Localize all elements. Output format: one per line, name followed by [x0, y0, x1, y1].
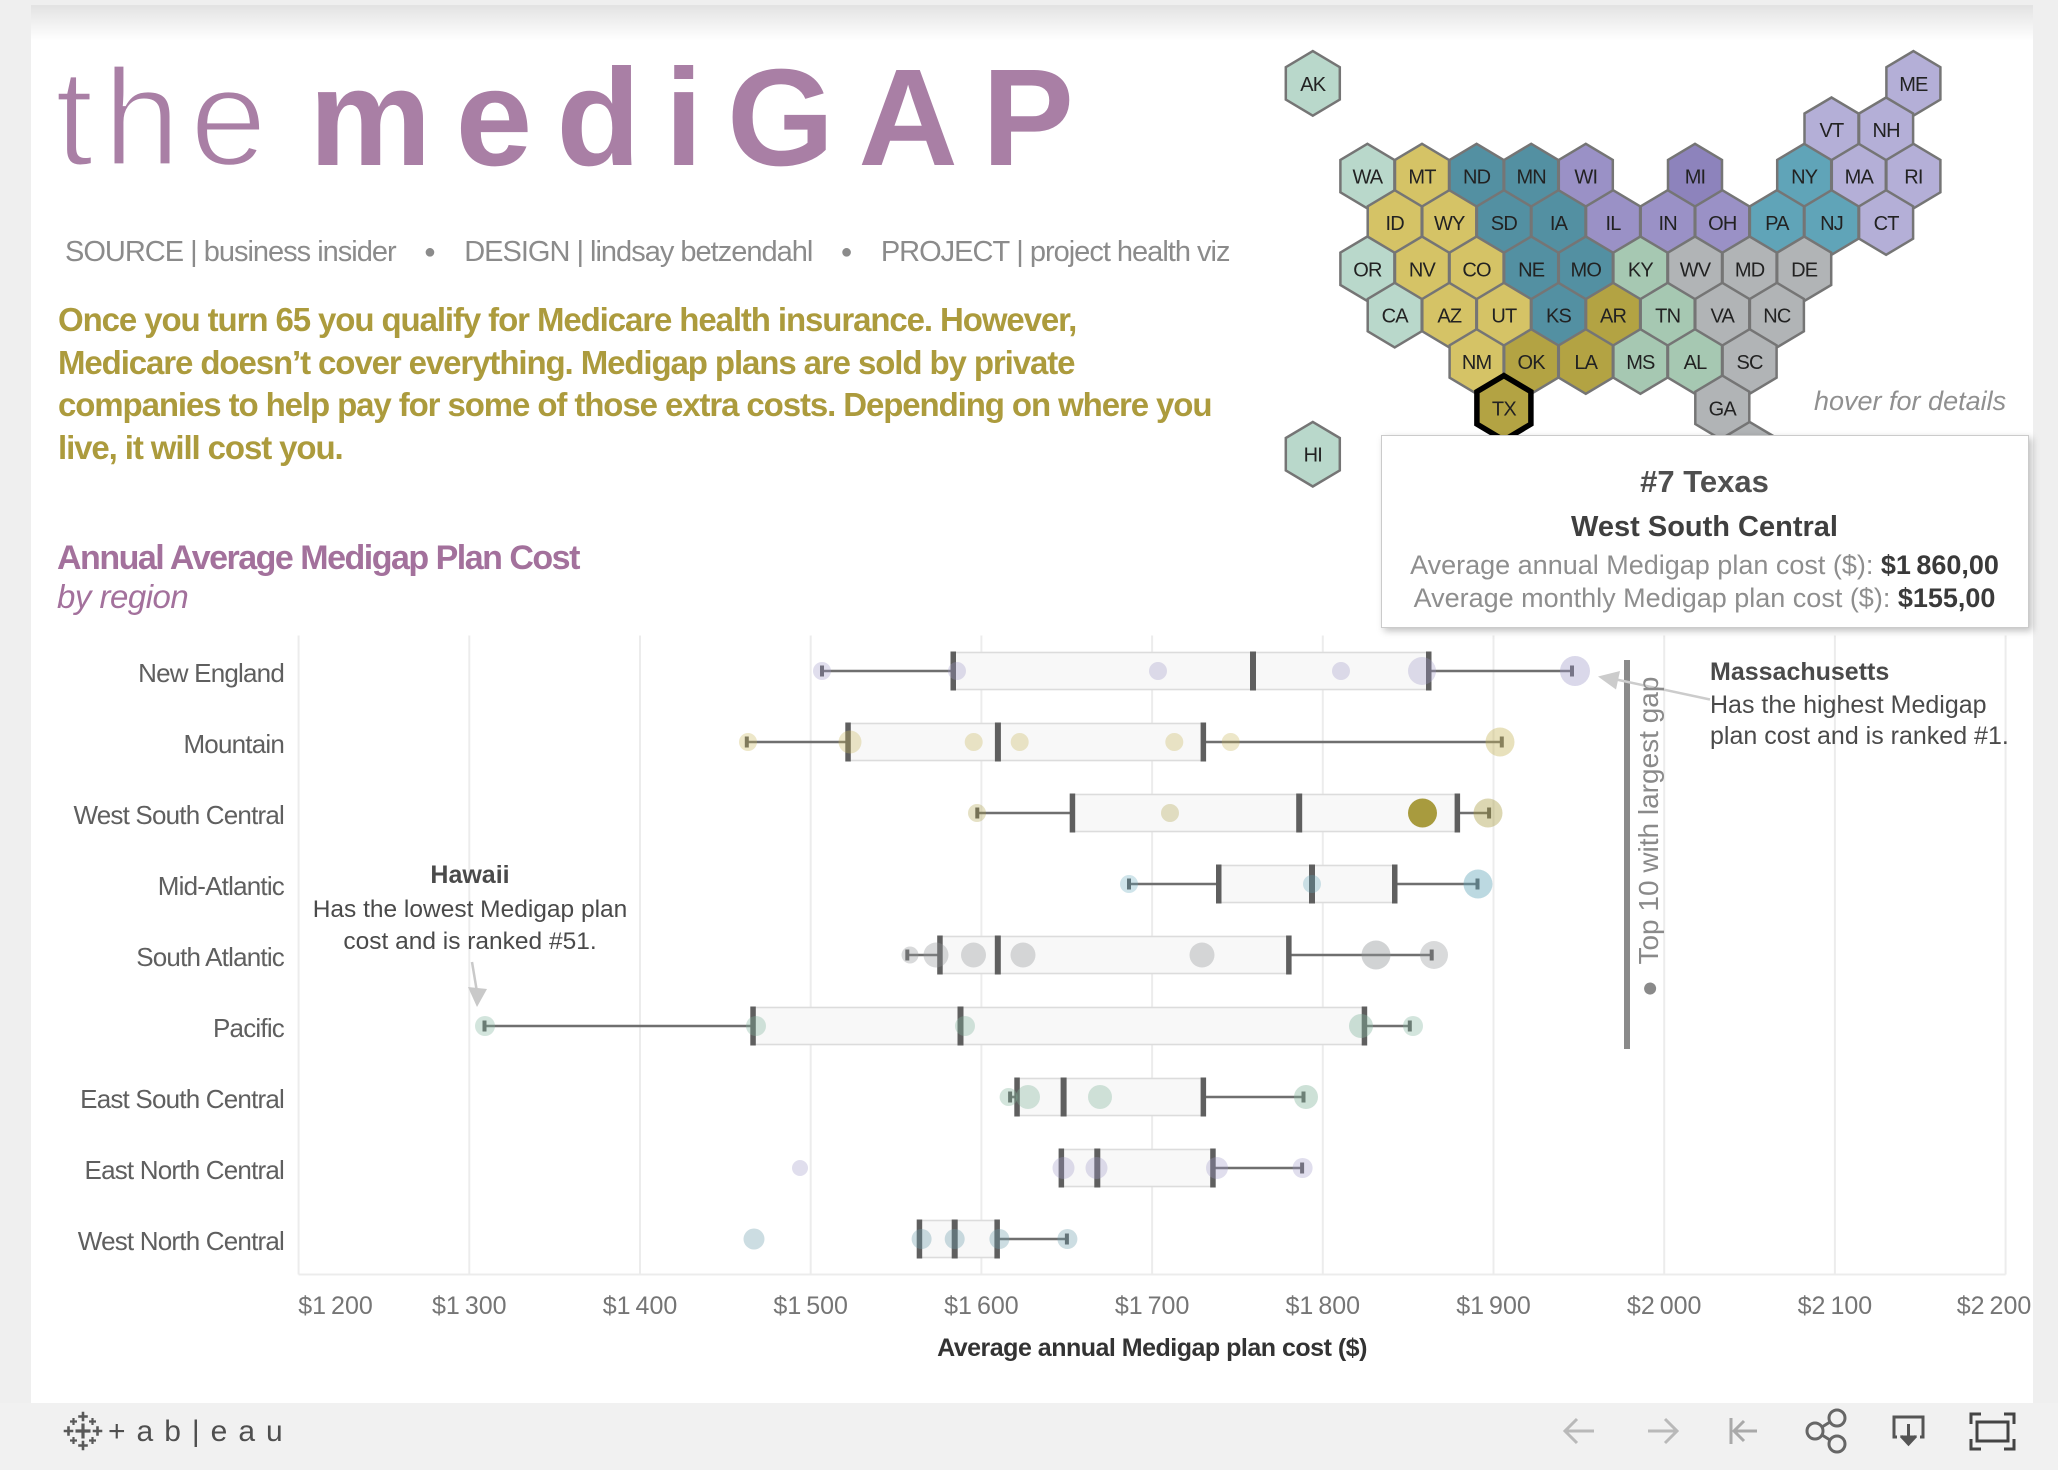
svg-text:IA: IA — [1550, 213, 1569, 235]
svg-text:MA: MA — [1845, 167, 1875, 189]
svg-text:MS: MS — [1626, 352, 1655, 374]
svg-text:NE: NE — [1518, 259, 1545, 281]
svg-text:CT: CT — [1874, 213, 1900, 235]
svg-text:IN: IN — [1658, 213, 1676, 235]
svg-text:MT: MT — [1408, 167, 1436, 189]
svg-text:AL: AL — [1684, 352, 1708, 374]
svg-text:UT: UT — [1491, 306, 1517, 328]
svg-text:VA: VA — [1710, 306, 1735, 328]
svg-text:NJ: NJ — [1820, 213, 1843, 235]
svg-text:WY: WY — [1434, 213, 1465, 235]
svg-text:NH: NH — [1872, 120, 1899, 142]
svg-text:NM: NM — [1462, 352, 1492, 374]
svg-text:PA: PA — [1765, 213, 1790, 235]
svg-text:TN: TN — [1655, 306, 1680, 328]
svg-text:IL: IL — [1606, 213, 1622, 235]
svg-text:SC: SC — [1737, 352, 1764, 374]
svg-text:AZ: AZ — [1437, 306, 1462, 328]
svg-text:CA: CA — [1382, 306, 1410, 328]
svg-text:OR: OR — [1353, 259, 1382, 281]
svg-text:ME: ME — [1899, 74, 1928, 96]
svg-text:NV: NV — [1409, 259, 1437, 281]
svg-text:WA: WA — [1352, 167, 1383, 189]
svg-text:SD: SD — [1491, 213, 1518, 235]
svg-text:GA: GA — [1709, 398, 1738, 420]
svg-text:MD: MD — [1735, 259, 1765, 281]
svg-text:ND: ND — [1463, 167, 1491, 189]
svg-text:AR: AR — [1600, 306, 1627, 328]
svg-text:NY: NY — [1791, 167, 1818, 189]
svg-text:MN: MN — [1516, 167, 1546, 189]
svg-text:AK: AK — [1300, 74, 1327, 96]
svg-text:KS: KS — [1546, 306, 1572, 328]
svg-text:RI: RI — [1904, 167, 1922, 189]
svg-text:WV: WV — [1680, 259, 1712, 281]
svg-text:LA: LA — [1574, 352, 1598, 374]
svg-text:ID: ID — [1385, 213, 1404, 235]
svg-text:KY: KY — [1628, 259, 1654, 281]
svg-text:OH: OH — [1708, 213, 1736, 235]
svg-text:HI: HI — [1304, 445, 1322, 467]
svg-text:MO: MO — [1570, 259, 1601, 281]
svg-text:NC: NC — [1763, 306, 1791, 328]
svg-text:DE: DE — [1791, 259, 1818, 281]
svg-text:VT: VT — [1820, 120, 1845, 142]
svg-text:MI: MI — [1685, 167, 1706, 189]
svg-text:CO: CO — [1462, 259, 1491, 281]
svg-text:WI: WI — [1574, 167, 1597, 189]
svg-text:OK: OK — [1518, 352, 1547, 374]
svg-text:TX: TX — [1492, 398, 1516, 420]
